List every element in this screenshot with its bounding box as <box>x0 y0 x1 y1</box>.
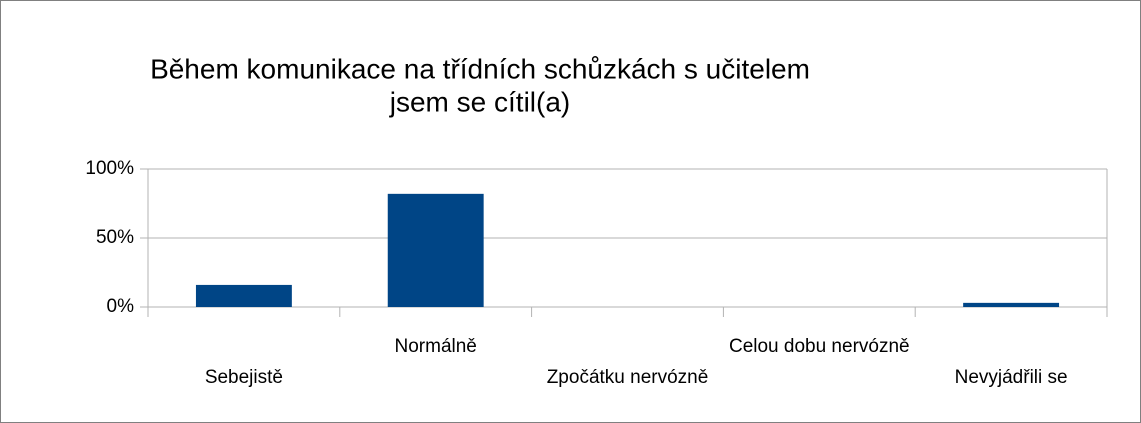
chart-title: Během komunikace na třídních schůzkách s… <box>150 53 810 84</box>
y-tick-label: 50% <box>96 227 134 248</box>
bar <box>387 193 484 307</box>
bar <box>195 284 292 307</box>
x-tick-label: Celou dobu nervózně <box>729 336 910 357</box>
y-tick-label: 100% <box>85 158 134 179</box>
chart-title: jsem se cítil(a) <box>389 86 570 117</box>
x-tick-label: Nevyjádřili se <box>955 367 1068 388</box>
x-tick-label: Sebejistě <box>205 367 283 388</box>
y-tick-label: 0% <box>107 296 135 317</box>
bar <box>963 302 1060 307</box>
x-tick-label: Zpočátku nervózně <box>547 367 709 388</box>
x-tick-label: Normálně <box>395 336 477 357</box>
